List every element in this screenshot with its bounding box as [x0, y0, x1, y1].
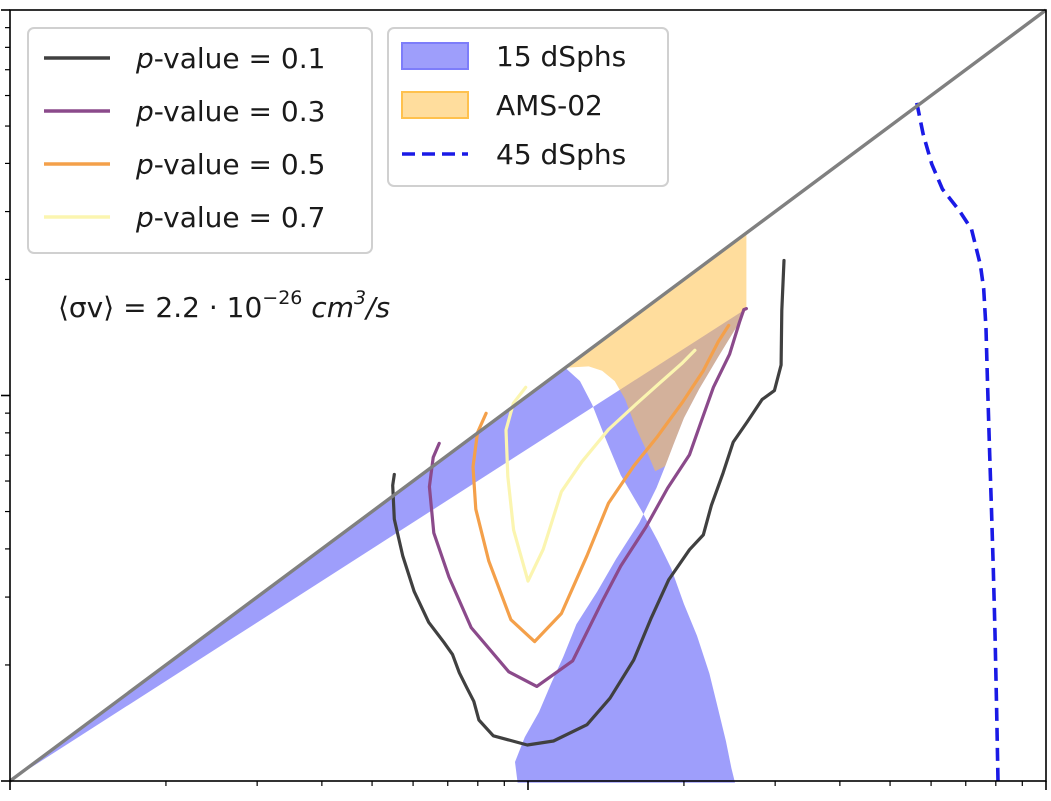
legend-label-45-dsphs: 45 dSphs [496, 138, 626, 171]
contour-line-3 [471, 323, 731, 644]
diagonal-reference-line [8, 8, 1048, 783]
axis-ticks [1, 9, 1047, 790]
annotation-unit-exp: 3 [354, 287, 366, 309]
annotation-prefix: ⟨σv⟩ = 2.2 · 10 [58, 291, 262, 324]
legend-label-text: -value [154, 148, 240, 181]
legend-label-eq: = 0.1 [240, 42, 326, 75]
legend-label-eq: = 0.3 [240, 95, 326, 128]
legend-label-math: p [135, 95, 154, 128]
contour-lines [391, 258, 786, 747]
legend-label-math: p [135, 42, 154, 75]
contour-line-4 [504, 348, 697, 583]
annotation-unit-base: cm [302, 291, 354, 324]
annotation-exponent: −26 [262, 287, 302, 309]
legend-contours: p-value = 0.1p-value = 0.3p-value = 0.5p… [27, 27, 373, 254]
legend-regions: 15 dSphs AMS-02 45 dSphs [387, 27, 669, 187]
annotation-text: ⟨σv⟩ = 2.2 · 10−26 cm3/s [58, 287, 390, 324]
legend-label-contour-4: p-value = 0.7 [135, 201, 325, 234]
legend-label-text: -value [154, 201, 240, 234]
region-15-dsphs [10, 308, 747, 783]
legend-label-ams-02: AMS-02 [496, 89, 603, 122]
diagonal-line [8, 8, 1048, 783]
legend-label-eq: = 0.7 [240, 201, 326, 234]
dashed-line [915, 102, 1000, 782]
legend-label-15-dsphs: 15 dSphs [496, 40, 626, 73]
legend-label-math: p [135, 201, 154, 234]
legend-label-math: p [135, 148, 154, 181]
legend-swatch-15-dsphs [401, 42, 469, 70]
contour-line-2 [427, 307, 749, 689]
filled-regions [10, 233, 747, 783]
dashed-line-45-dsphs [915, 102, 1000, 782]
legend-label-contour-1: p-value = 0.1 [135, 42, 325, 75]
legend-label-text: -value [154, 42, 240, 75]
annotation-unit-tail: /s [363, 291, 390, 324]
legend-label-contour-2: p-value = 0.3 [135, 95, 325, 128]
legend-contours-box [27, 27, 373, 254]
contour-line-1 [391, 258, 786, 747]
legend-label-eq: = 0.5 [240, 148, 326, 181]
legend-label-contour-3: p-value = 0.5 [135, 148, 325, 181]
region-ams-02 [565, 233, 747, 472]
legend-label-text: -value [154, 95, 240, 128]
legend-swatch-ams-02 [401, 91, 469, 119]
